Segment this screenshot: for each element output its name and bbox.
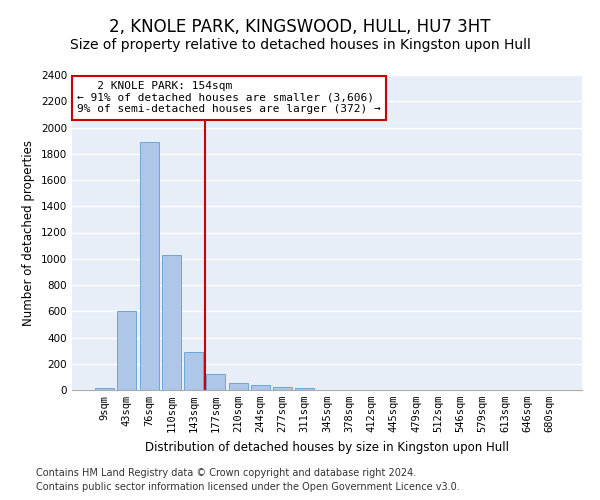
Text: Contains HM Land Registry data © Crown copyright and database right 2024.: Contains HM Land Registry data © Crown c… xyxy=(36,468,416,477)
Text: 2 KNOLE PARK: 154sqm
← 91% of detached houses are smaller (3,606)
9% of semi-det: 2 KNOLE PARK: 154sqm ← 91% of detached h… xyxy=(77,82,381,114)
Bar xyxy=(162,255,181,390)
Text: Contains public sector information licensed under the Open Government Licence v3: Contains public sector information licen… xyxy=(36,482,460,492)
Bar xyxy=(118,311,136,390)
Bar xyxy=(229,384,248,390)
Bar xyxy=(251,386,270,390)
Bar xyxy=(140,142,158,390)
X-axis label: Distribution of detached houses by size in Kingston upon Hull: Distribution of detached houses by size … xyxy=(145,440,509,454)
Y-axis label: Number of detached properties: Number of detached properties xyxy=(22,140,35,326)
Text: Size of property relative to detached houses in Kingston upon Hull: Size of property relative to detached ho… xyxy=(70,38,530,52)
Bar xyxy=(95,388,114,390)
Bar xyxy=(273,386,292,390)
Bar xyxy=(184,352,203,390)
Text: 2, KNOLE PARK, KINGSWOOD, HULL, HU7 3HT: 2, KNOLE PARK, KINGSWOOD, HULL, HU7 3HT xyxy=(109,18,491,36)
Bar xyxy=(295,388,314,390)
Bar xyxy=(206,374,225,390)
